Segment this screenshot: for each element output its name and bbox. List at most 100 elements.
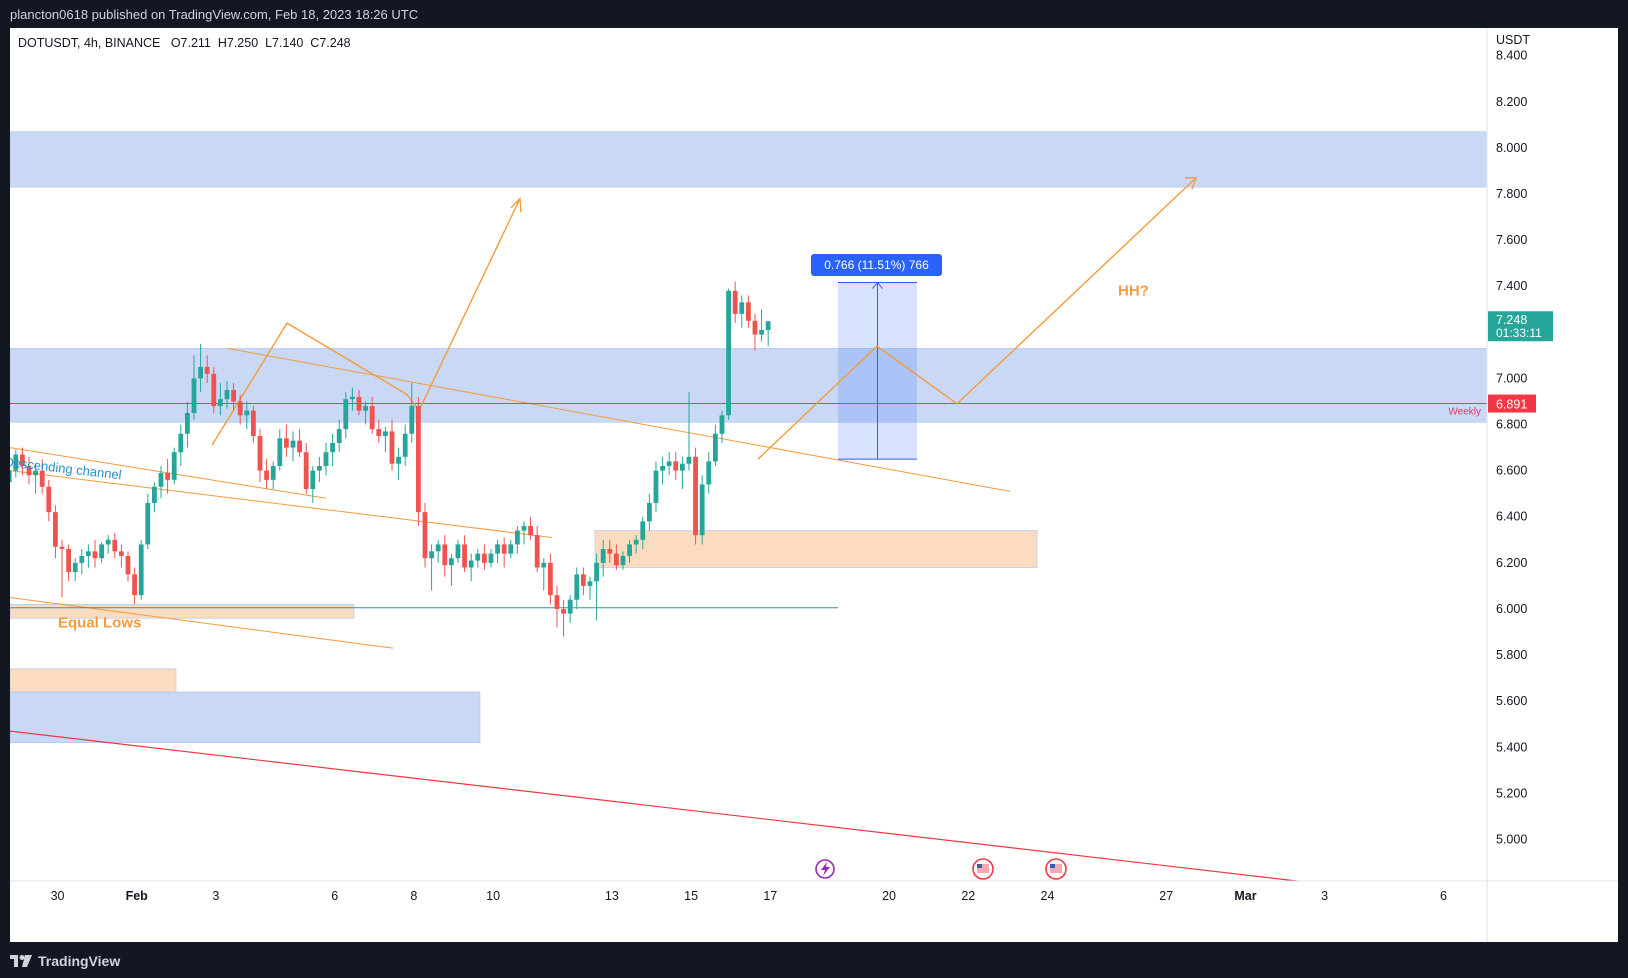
candle-body <box>686 456 692 464</box>
candle-body <box>389 431 395 464</box>
candle-body <box>297 440 302 453</box>
legend-low: L7.140 <box>265 36 304 50</box>
price-tick-label: 6.200 <box>1496 556 1527 570</box>
time-tick-label: 8 <box>410 889 417 903</box>
price-tick-label: 5.800 <box>1496 648 1527 662</box>
tradingview-logo[interactable]: TradingView <box>10 953 120 969</box>
time-tick-label: 24 <box>1041 889 1055 903</box>
candle-body <box>613 553 619 566</box>
candle-body <box>184 413 190 434</box>
projection-path-1 <box>211 198 521 446</box>
candle-body <box>501 544 507 554</box>
projection-arrow-2 <box>1185 177 1197 190</box>
price-tick-label: 7.600 <box>1496 233 1527 247</box>
measure-label-box <box>811 254 942 276</box>
chart-panel[interactable]: Descending channel Equal Lows HH? 0.766 (11… <box>10 28 1618 942</box>
candle-body <box>283 438 289 448</box>
candle-body <box>475 553 481 561</box>
candle-body <box>217 399 223 407</box>
candle-body <box>13 454 19 471</box>
candle-body <box>198 366 203 379</box>
dividend-event-icon <box>815 859 835 879</box>
candle-body <box>679 463 685 471</box>
tradingview-icon <box>10 955 32 967</box>
long-term-red-trendline <box>10 730 1298 882</box>
price-tick-label: 7.800 <box>1496 187 1527 201</box>
candle-body <box>59 546 65 550</box>
candle-body <box>580 574 586 586</box>
candle-body <box>547 562 553 596</box>
candle-body <box>158 472 164 487</box>
candle-body <box>706 461 712 485</box>
candle-body <box>627 544 632 556</box>
time-tick-label: 3 <box>1321 889 1328 903</box>
candle-body <box>488 553 494 563</box>
candle-body <box>105 539 111 545</box>
candle-body <box>86 551 91 556</box>
candle-body <box>349 396 355 400</box>
price-chart[interactable]: Descending channel Equal Lows HH? 0.766 (11… <box>10 28 1618 942</box>
candle-body <box>382 431 388 437</box>
published-text: plancton0618 published on TradingView.co… <box>10 7 419 22</box>
candle-body <box>534 535 540 568</box>
candle-body <box>369 406 375 430</box>
candle-body <box>745 302 751 321</box>
candle-body <box>112 539 118 552</box>
legend-high: H7.250 <box>217 36 259 50</box>
candle-body <box>66 549 72 573</box>
price-tick-label: 5.200 <box>1496 786 1527 800</box>
candle-body <box>99 544 105 559</box>
candle-body <box>514 530 520 545</box>
candle-body <box>171 452 177 480</box>
channel-line-bottom <box>10 596 394 649</box>
candle-body <box>765 321 771 331</box>
candle-body <box>79 555 85 563</box>
legend-close: C7.248 <box>310 36 351 50</box>
candle-body <box>495 544 500 554</box>
candle-body <box>567 599 573 614</box>
us-flag-icon <box>977 864 989 873</box>
brand-label: TradingView <box>38 953 121 969</box>
candle-body <box>726 290 731 416</box>
candle-body <box>92 551 98 559</box>
candle-body <box>250 410 256 437</box>
time-tick-label: 22 <box>961 889 975 903</box>
channel-label: Descending channel <box>10 454 123 482</box>
price-tick-label: 6.000 <box>1496 602 1527 616</box>
candle-body <box>10 470 12 483</box>
candle-body <box>653 470 659 503</box>
candle-body <box>594 562 599 582</box>
candle-body <box>138 544 144 596</box>
candle-body <box>178 433 184 453</box>
candle-body <box>376 429 382 437</box>
candle-body <box>462 544 467 568</box>
price-tick-label: 5.000 <box>1496 833 1527 847</box>
weekly-tag: Weekly <box>1448 407 1481 418</box>
candle-body <box>422 512 428 559</box>
candle-body <box>402 433 408 457</box>
candle-body <box>152 486 157 503</box>
current-price-badge <box>1488 311 1553 342</box>
legend-symbol: DOTUSDT, 4h, BINANCE <box>18 36 161 50</box>
candle-body <box>290 440 296 448</box>
candle-body <box>119 551 124 556</box>
time-tick-label: 20 <box>882 889 896 903</box>
channel-line-lower <box>10 470 553 538</box>
time-tick-label: 6 <box>331 889 338 903</box>
candle-body <box>330 442 335 453</box>
candle-body <box>666 461 672 467</box>
candle-body <box>673 461 679 471</box>
candle-body <box>72 562 78 573</box>
time-tick-label: 17 <box>763 889 777 903</box>
price-tick-label: 8.200 <box>1496 95 1527 109</box>
candle-body <box>26 466 32 476</box>
candle-body <box>415 406 421 513</box>
candle-body <box>211 373 217 407</box>
footer-bar: TradingView <box>0 944 1628 978</box>
candle-body <box>165 472 170 480</box>
candle-body <box>468 560 474 568</box>
price-tick-label: 7.000 <box>1496 371 1527 385</box>
time-tick-label: 27 <box>1159 889 1173 903</box>
candle-body <box>191 378 197 414</box>
weekly-price-label: 6.891 <box>1496 398 1527 412</box>
